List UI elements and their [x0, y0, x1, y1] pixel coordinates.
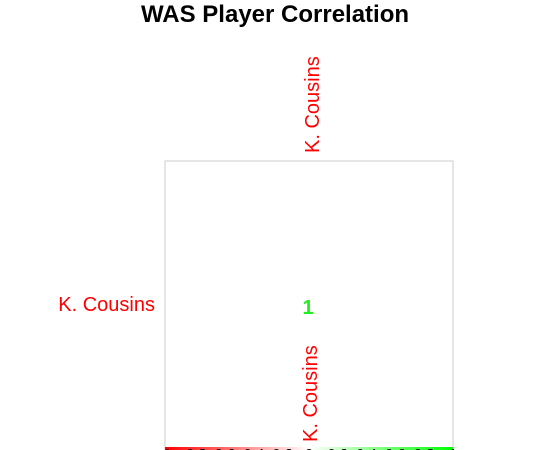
color-scale-tick: -0.8 [181, 446, 207, 450]
color-scale-tick: 0.6 [385, 446, 406, 450]
row-label: K. Cousins [58, 294, 155, 316]
column-label-top: K. Cousins [302, 56, 324, 153]
cell-value: 1 [302, 297, 313, 319]
color-scale-tick: 1 [449, 446, 457, 450]
color-scale-tick: 0.2 [327, 446, 348, 450]
column-label-bottom: K. Cousins [300, 345, 322, 442]
color-scale-tick: -0.4 [238, 446, 264, 450]
chart-title: WAS Player Correlation [141, 1, 409, 28]
color-scale-tick: -1 [158, 446, 171, 450]
color-scale-tick: -0.6 [210, 446, 236, 450]
color-scale-tick: 0.8 [414, 446, 435, 450]
color-scale-tick: 0 [305, 446, 313, 450]
color-scale-tick: 0.4 [356, 446, 377, 450]
color-scale-bar [165, 447, 453, 450]
color-scale-legend: -1 -0.8-0.6-0.4-0.2 0 0.2 0.4 0.6 0.8 1 [158, 446, 457, 450]
color-scale-tick: -0.2 [267, 446, 293, 450]
plot-area [164, 160, 454, 450]
